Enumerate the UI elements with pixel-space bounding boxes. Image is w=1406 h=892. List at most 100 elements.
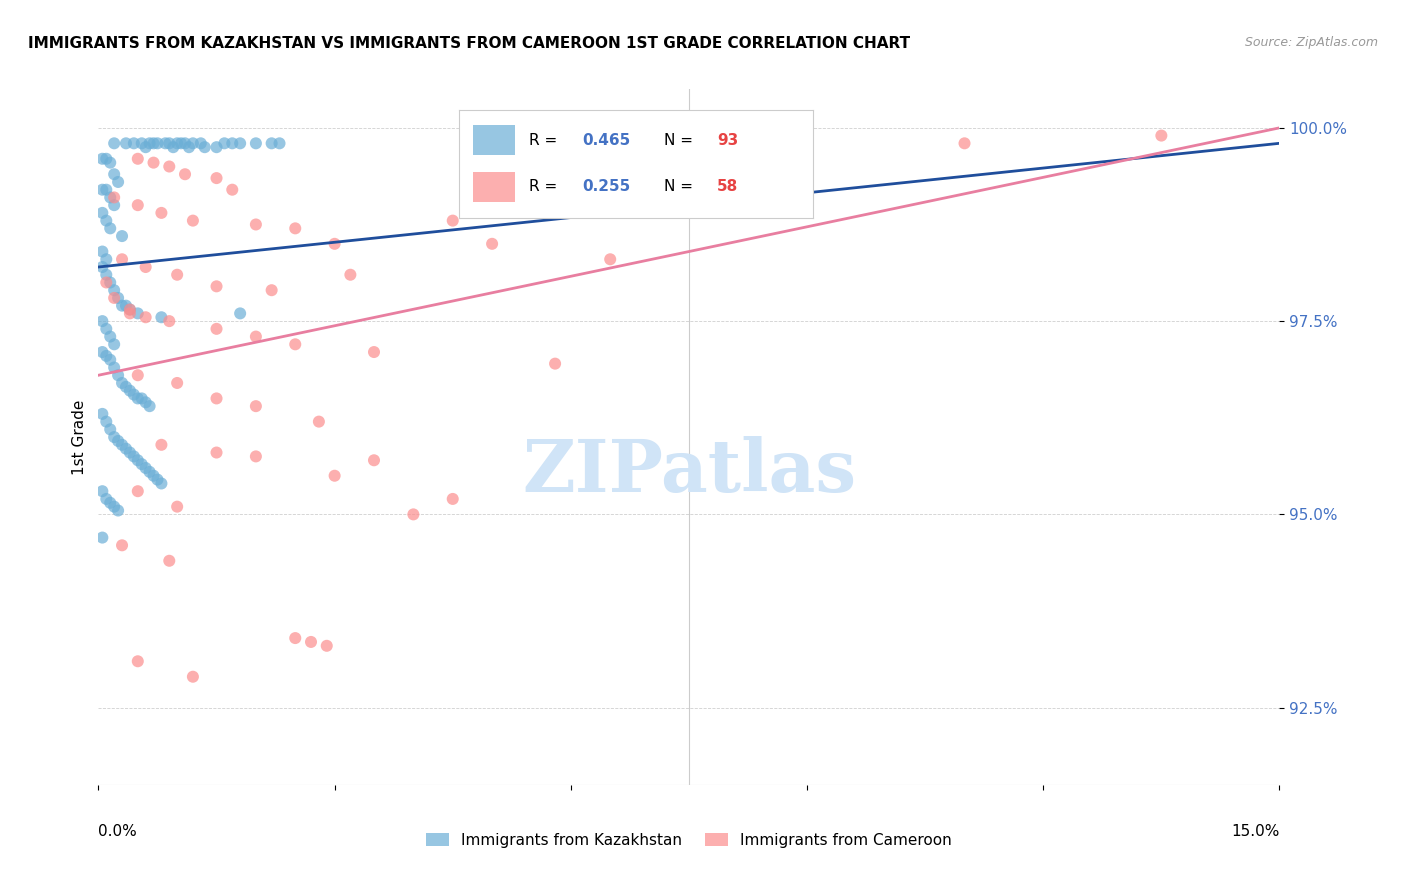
Point (98, 221, 121, 235)
Point (127, 484, 149, 499)
Point (131, 392, 153, 406)
Point (299, 635, 322, 649)
Point (363, 345, 385, 359)
Point (284, 221, 307, 235)
Point (103, 167, 125, 181)
Point (166, 376, 188, 390)
Point (174, 136, 197, 151)
Point (91, 484, 114, 499)
Point (118, 302, 141, 317)
Point (118, 306, 141, 320)
Point (103, 136, 125, 151)
Point (205, 279, 228, 293)
Point (131, 457, 153, 471)
Point (150, 206, 173, 220)
Point (150, 310, 173, 325)
Point (157, 160, 180, 174)
Text: 15.0%: 15.0% (1232, 824, 1279, 838)
Point (135, 310, 157, 325)
Point (166, 500, 188, 514)
Point (98, 352, 121, 367)
Point (107, 368, 129, 383)
Text: Source: ZipAtlas.com: Source: ZipAtlas.com (1244, 36, 1378, 49)
Point (91, 206, 114, 220)
Point (103, 190, 125, 204)
Point (96, 252, 118, 267)
Point (142, 468, 165, 483)
Point (205, 140, 228, 154)
Point (98, 329, 121, 343)
Point (229, 136, 252, 151)
Point (91, 531, 114, 545)
Point (205, 171, 228, 186)
Point (91, 183, 114, 197)
Point (111, 376, 134, 390)
Point (190, 136, 212, 151)
Point (131, 136, 153, 151)
Point (96, 213, 118, 227)
Point (127, 654, 149, 668)
Y-axis label: 1st Grade: 1st Grade (72, 400, 87, 475)
Point (363, 453, 385, 467)
Point (96, 152, 118, 166)
Point (181, 213, 204, 227)
Point (138, 136, 160, 151)
Point (260, 283, 283, 297)
Point (96, 415, 118, 429)
Point (146, 136, 169, 151)
Text: 0.0%: 0.0% (98, 824, 138, 838)
Point (91, 314, 114, 328)
Point (229, 306, 252, 320)
Point (205, 322, 228, 336)
Point (194, 140, 217, 154)
Point (135, 395, 157, 409)
Point (103, 198, 125, 212)
Point (245, 136, 267, 151)
Point (127, 198, 149, 212)
Text: IMMIGRANTS FROM KAZAKHSTAN VS IMMIGRANTS FROM CAMEROON 1ST GRADE CORRELATION CHA: IMMIGRANTS FROM KAZAKHSTAN VS IMMIGRANTS… (28, 36, 910, 51)
Point (245, 329, 267, 343)
Text: ZIPatlas: ZIPatlas (522, 436, 856, 508)
Point (138, 399, 160, 413)
Point (142, 136, 165, 151)
Point (122, 450, 145, 464)
Point (135, 260, 157, 274)
Point (157, 314, 180, 328)
Point (111, 438, 134, 452)
Point (91, 407, 114, 421)
Point (181, 670, 204, 684)
Point (91, 152, 114, 166)
Point (115, 299, 138, 313)
Legend: Immigrants from Kazakhstan, Immigrants from Cameroon: Immigrants from Kazakhstan, Immigrants f… (420, 827, 957, 854)
Point (181, 136, 204, 151)
Point (174, 167, 197, 181)
Point (245, 218, 267, 232)
Point (107, 291, 129, 305)
Point (96, 276, 118, 290)
Point (91, 244, 114, 259)
Point (953, 136, 976, 151)
Point (98, 276, 121, 290)
Point (402, 508, 425, 522)
Point (323, 468, 346, 483)
Point (122, 387, 145, 401)
Point (103, 360, 125, 375)
Point (441, 213, 464, 227)
Point (98, 190, 121, 204)
Point (339, 268, 361, 282)
Point (166, 268, 188, 282)
Point (205, 445, 228, 459)
Point (103, 430, 125, 444)
Point (150, 476, 173, 491)
Point (127, 306, 149, 320)
Point (135, 461, 157, 475)
Point (115, 442, 138, 456)
Point (323, 236, 346, 251)
Point (157, 554, 180, 568)
Point (308, 415, 330, 429)
Point (118, 384, 141, 398)
Point (122, 136, 145, 151)
Point (142, 155, 165, 169)
Point (170, 136, 193, 151)
Point (103, 291, 125, 305)
